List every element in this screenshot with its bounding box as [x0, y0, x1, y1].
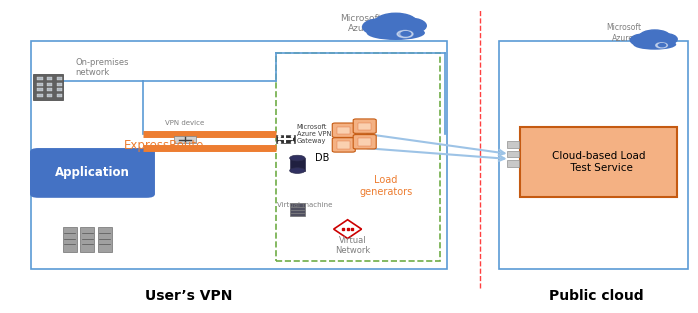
Bar	[499, 41, 688, 269]
FancyBboxPatch shape	[353, 119, 376, 133]
Circle shape	[659, 44, 666, 47]
FancyBboxPatch shape	[98, 227, 112, 252]
FancyBboxPatch shape	[290, 203, 305, 216]
FancyBboxPatch shape	[353, 135, 376, 149]
Bar	[276, 53, 440, 261]
Ellipse shape	[633, 39, 676, 50]
Text: ExpressRoute: ExpressRoute	[124, 139, 205, 152]
Circle shape	[362, 18, 400, 35]
FancyBboxPatch shape	[47, 94, 52, 97]
FancyBboxPatch shape	[507, 141, 519, 148]
Text: Application: Application	[55, 167, 130, 179]
FancyBboxPatch shape	[47, 77, 52, 80]
Text: Microsoft
Azure: Microsoft Azure	[606, 23, 641, 43]
FancyBboxPatch shape	[358, 123, 371, 130]
Circle shape	[639, 30, 670, 44]
FancyBboxPatch shape	[37, 88, 43, 91]
FancyBboxPatch shape	[507, 151, 519, 157]
Text: Microsoft
Azure: Microsoft Azure	[340, 14, 382, 33]
FancyBboxPatch shape	[57, 88, 62, 91]
Text: Public cloud: Public cloud	[549, 289, 644, 303]
Circle shape	[375, 13, 417, 32]
FancyBboxPatch shape	[30, 148, 155, 198]
Ellipse shape	[290, 155, 305, 161]
Bar	[31, 41, 447, 269]
FancyBboxPatch shape	[57, 94, 62, 97]
FancyBboxPatch shape	[174, 136, 196, 143]
FancyBboxPatch shape	[358, 138, 371, 146]
Text: User’s VPN: User’s VPN	[144, 289, 232, 303]
Ellipse shape	[366, 26, 425, 40]
Text: VPN device: VPN device	[165, 120, 205, 126]
Circle shape	[392, 18, 426, 33]
FancyBboxPatch shape	[57, 83, 62, 86]
FancyBboxPatch shape	[80, 227, 94, 252]
Text: DB: DB	[315, 153, 330, 163]
Text: On-premises
network: On-premises network	[75, 58, 129, 77]
Text: Virtual
Network: Virtual Network	[335, 236, 370, 255]
FancyBboxPatch shape	[520, 127, 677, 197]
FancyBboxPatch shape	[332, 123, 355, 137]
FancyBboxPatch shape	[37, 83, 43, 86]
Circle shape	[397, 30, 413, 38]
Circle shape	[652, 33, 677, 45]
FancyBboxPatch shape	[337, 141, 350, 149]
FancyBboxPatch shape	[37, 94, 43, 97]
FancyBboxPatch shape	[507, 160, 519, 167]
Text: Microsoft
Azure VPN
Gateway: Microsoft Azure VPN Gateway	[297, 124, 331, 144]
Text: Cloud-based Load
  Test Service: Cloud-based Load Test Service	[552, 151, 645, 173]
FancyBboxPatch shape	[332, 138, 355, 152]
FancyBboxPatch shape	[63, 227, 77, 252]
Circle shape	[655, 43, 667, 48]
Text: Load
generators: Load generators	[359, 175, 413, 197]
FancyBboxPatch shape	[57, 77, 62, 80]
FancyBboxPatch shape	[276, 135, 295, 143]
FancyBboxPatch shape	[37, 77, 43, 80]
FancyBboxPatch shape	[47, 88, 52, 91]
FancyBboxPatch shape	[290, 158, 305, 171]
Circle shape	[401, 32, 410, 36]
FancyBboxPatch shape	[47, 83, 52, 86]
FancyBboxPatch shape	[33, 74, 63, 100]
Text: Virtual machine: Virtual machine	[276, 202, 332, 208]
Ellipse shape	[290, 168, 305, 173]
FancyBboxPatch shape	[337, 127, 350, 134]
Circle shape	[630, 34, 658, 46]
